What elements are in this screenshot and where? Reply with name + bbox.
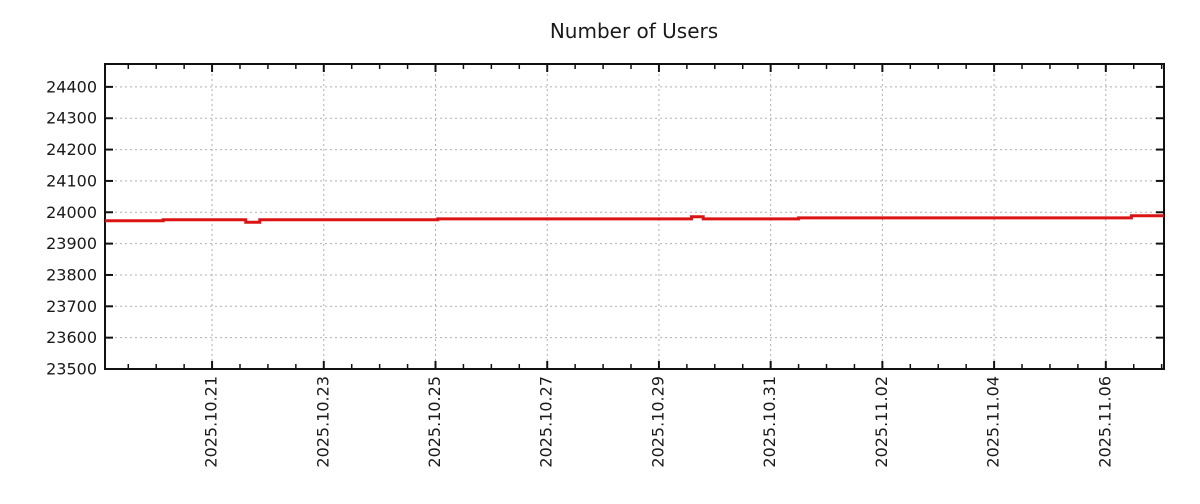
y-tick-label: 23600	[46, 328, 97, 347]
x-tick-label: 2025.10.27	[537, 376, 556, 468]
chart-title: Number of Users	[550, 19, 718, 43]
y-tick-label: 23800	[46, 265, 97, 284]
x-tick-label: 2025.10.21	[202, 376, 221, 468]
y-tick-label: 24200	[46, 140, 97, 159]
x-tick-label: 2025.10.23	[313, 376, 332, 468]
x-tick-label: 2025.11.04	[984, 376, 1003, 468]
x-tick-label: 2025.10.31	[760, 376, 779, 468]
y-tick-label: 23500	[46, 360, 97, 379]
x-tick-label: 2025.11.06	[1095, 376, 1114, 468]
y-tick-label: 23700	[46, 297, 97, 316]
x-tick-label: 2025.10.25	[425, 376, 444, 468]
y-tick-label: 24300	[46, 109, 97, 128]
y-tick-label: 24100	[46, 171, 97, 190]
series-line-number-of-users	[105, 214, 1164, 224]
y-tick-label: 23900	[46, 234, 97, 253]
x-tick-label: 2025.10.29	[648, 376, 667, 468]
y-tick-label: 24000	[46, 203, 97, 222]
plot-area: 23500 23600 23700 23800 23900 24000 24100 24200…	[46, 63, 1165, 468]
y-tick-label: 24400	[46, 77, 97, 96]
x-tick-label: 2025.11.02	[872, 376, 891, 468]
